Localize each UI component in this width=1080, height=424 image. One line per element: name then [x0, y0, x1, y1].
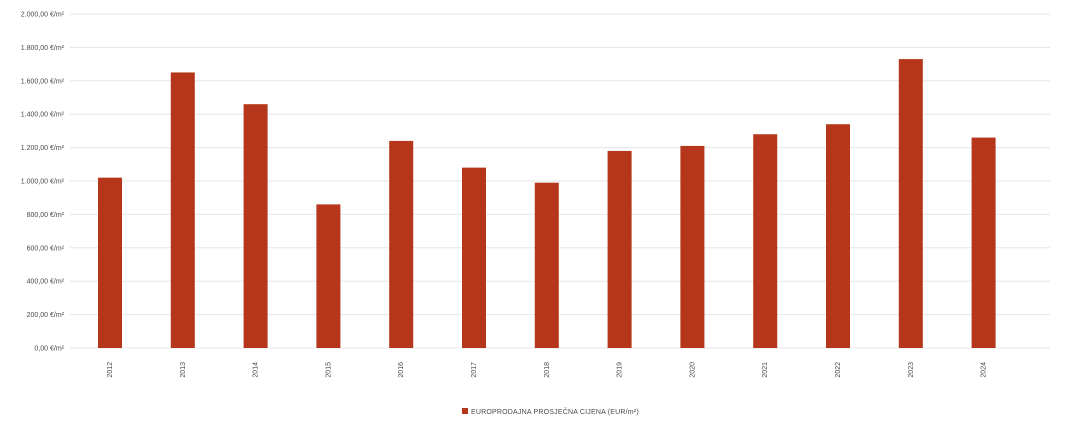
bar-2021 — [753, 134, 778, 348]
y-axis-tick-labels: 0,00 €/m² 200,00 €/m² 400,00 €/m² 600,00 €/… — [21, 12, 65, 353]
x-tick-label-2016: 2016 — [398, 362, 405, 378]
y-tick-label: 1.000,00 €/m² — [21, 179, 65, 186]
y-tick-label: 400,00 €/m² — [27, 279, 65, 286]
x-tick-label-2021: 2021 — [762, 362, 769, 378]
bar-2014 — [243, 104, 268, 349]
y-tick-label: 200,00 €/m² — [27, 312, 65, 319]
legend-label: EUROPRODAJNA PROSJEČNA CIJENA (EUR/m²) — [471, 407, 639, 416]
x-tick-label-2023: 2023 — [908, 362, 915, 378]
bar-2023 — [898, 59, 923, 349]
bar-2020 — [680, 145, 705, 348]
x-tick-label-2022: 2022 — [835, 362, 842, 378]
bar-2016 — [389, 140, 414, 348]
y-tick-label: 1.600,00 €/m² — [21, 78, 65, 85]
y-tick-label: 1.400,00 €/m² — [21, 112, 65, 119]
x-tick-label-2012: 2012 — [107, 362, 114, 378]
y-tick-label: 1.800,00 €/m² — [21, 45, 65, 52]
bar-2022 — [826, 124, 850, 348]
x-tick-label-2019: 2019 — [617, 362, 624, 378]
x-tick-label-2018: 2018 — [544, 362, 551, 378]
x-tick-label-2024: 2024 — [981, 362, 988, 378]
bar-2017 — [462, 167, 486, 348]
y-tick-label: 600,00 €/m² — [27, 245, 65, 252]
gridlines — [70, 13, 1050, 349]
x-tick-label-2014: 2014 — [253, 362, 260, 378]
y-tick-label: 2.000,00 €/m² — [21, 12, 65, 19]
x-tick-label-2017: 2017 — [471, 362, 478, 378]
bar-2013 — [170, 72, 195, 348]
x-tick-label-2020: 2020 — [689, 362, 696, 378]
y-tick-label: 1.200,00 €/m² — [21, 145, 65, 152]
y-tick-label: 0,00 €/m² — [34, 346, 64, 353]
bar-2024 — [971, 137, 996, 348]
y-tick-label: 800,00 €/m² — [27, 212, 65, 219]
bar-2012 — [98, 177, 122, 348]
x-tick-label-2013: 2013 — [180, 362, 187, 378]
x-axis-category-labels: 2012 2013 2014 2015 2016 2017 2018 2019 2020 2021… — [107, 362, 988, 378]
legend-swatch — [462, 408, 468, 414]
bar-2018 — [534, 182, 559, 348]
legend: EUROPRODAJNA PROSJEČNA CIJENA (EUR/m²) — [462, 407, 639, 416]
bar-2015 — [316, 204, 341, 348]
bars — [98, 59, 996, 349]
x-tick-label-2015: 2015 — [325, 362, 332, 378]
bar-2019 — [607, 150, 632, 348]
